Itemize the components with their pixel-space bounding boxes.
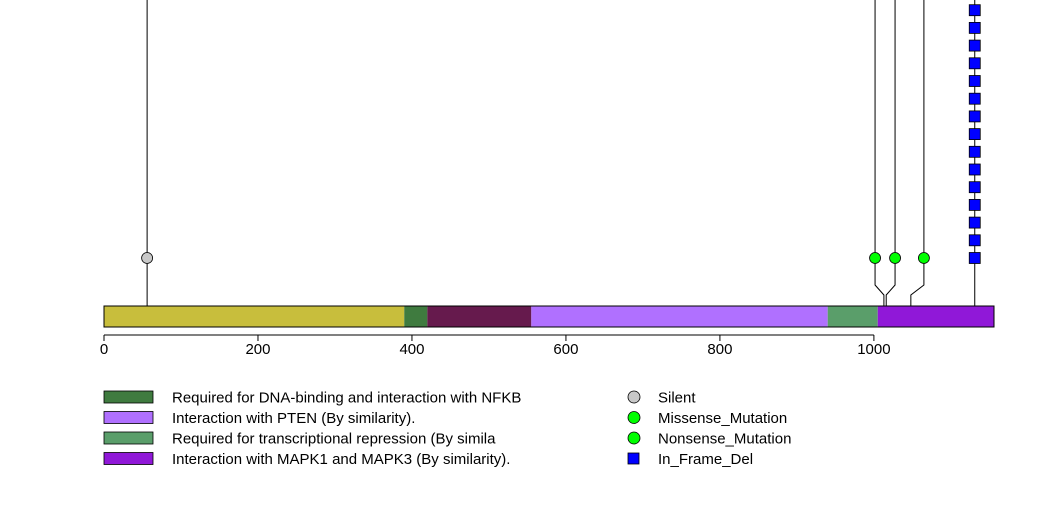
legend-mutation-swatch xyxy=(627,431,641,445)
mutation-markers xyxy=(141,4,981,264)
legend-domain-swatch xyxy=(103,452,154,465)
legend-domain-swatch xyxy=(103,390,154,404)
in-frame-del-marker xyxy=(968,234,981,247)
in-frame-del-marker xyxy=(968,198,981,211)
legend-domain-swatch xyxy=(103,411,154,424)
legend: Required for DNA-binding and interaction… xyxy=(103,390,791,468)
protein-backbone-outline xyxy=(103,305,995,328)
legend-domain-label: Required for DNA-binding and interaction… xyxy=(172,390,521,407)
legend-mutation-label: In_Frame_Del xyxy=(658,451,753,468)
in-frame-del-marker xyxy=(968,4,981,17)
in-frame-del-marker xyxy=(968,128,981,141)
x-tick-label: 0 xyxy=(100,341,108,358)
legend-mutation-swatch xyxy=(627,411,641,424)
mutation-stems xyxy=(146,0,976,327)
x-tick-label: 1000 xyxy=(857,341,890,358)
in-frame-del-marker xyxy=(968,252,981,264)
domain-segment xyxy=(427,306,532,327)
legend-domain-label: Interaction with PTEN (By similarity). xyxy=(172,410,415,427)
silent-marker xyxy=(141,252,154,264)
missense-marker xyxy=(889,252,901,264)
in-frame-del-marker xyxy=(968,110,981,123)
domain-segment xyxy=(877,306,994,327)
nonsense-marker xyxy=(918,252,930,264)
domain-segment xyxy=(104,306,405,327)
x-tick-label: 200 xyxy=(245,341,270,358)
legend-mutation-label: Nonsense_Mutation xyxy=(658,431,791,448)
in-frame-del-marker xyxy=(968,181,981,194)
legend-domain-swatch xyxy=(103,431,154,445)
in-frame-del-marker xyxy=(968,92,981,105)
in-frame-del-marker xyxy=(968,216,981,229)
legend-mutation-label: Silent xyxy=(658,390,696,407)
x-tick-label: 800 xyxy=(707,341,732,358)
in-frame-del-marker xyxy=(968,75,981,87)
domain-segment xyxy=(404,306,428,327)
in-frame-del-marker xyxy=(968,21,981,34)
domain-segment xyxy=(827,306,878,327)
in-frame-del-marker xyxy=(968,145,981,158)
x-tick-label: 600 xyxy=(553,341,578,358)
domain-segment xyxy=(531,306,828,327)
in-frame-del-marker xyxy=(968,39,981,52)
protein-domains xyxy=(103,305,995,328)
missense-marker xyxy=(869,252,881,264)
x-tick-label: 400 xyxy=(399,341,424,358)
legend-domain-label: Required for transcriptional repression … xyxy=(172,431,496,448)
x-axis: 0 200 400 600 800 1000 xyxy=(100,334,891,358)
legend-mutation-swatch xyxy=(627,390,641,404)
in-frame-del-marker xyxy=(968,57,981,70)
legend-mutation-label: Missense_Mutation xyxy=(658,410,787,427)
in-frame-del-marker xyxy=(968,163,981,176)
legend-domain-label: Interaction with MAPK1 and MAPK3 (By sim… xyxy=(172,451,510,468)
legend-mutation-swatch xyxy=(627,452,640,465)
